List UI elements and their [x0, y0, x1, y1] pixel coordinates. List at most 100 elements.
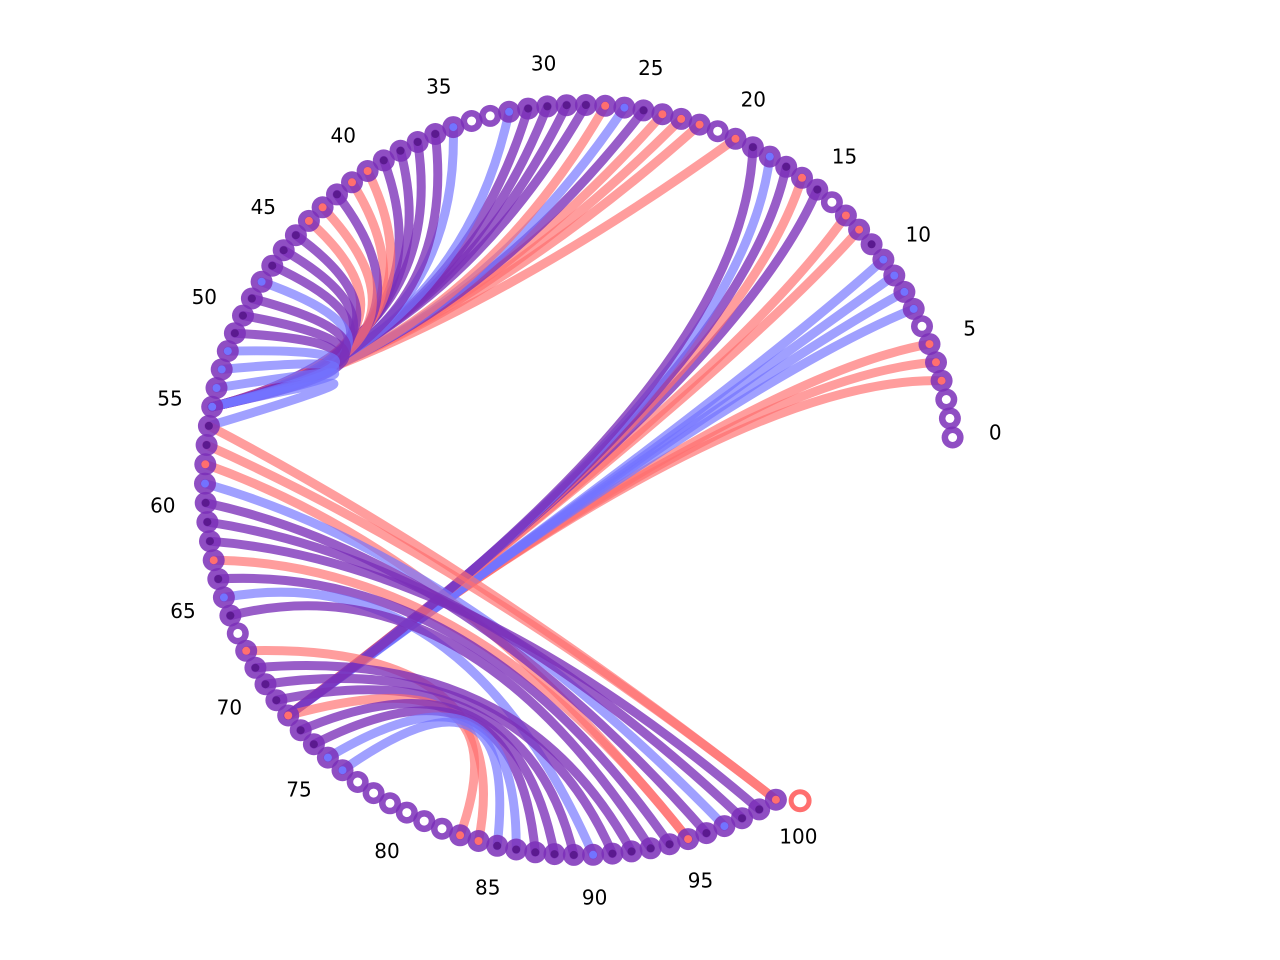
- tick-label-100: 100: [779, 824, 817, 848]
- node-40: [356, 160, 379, 182]
- node-82: [431, 817, 453, 840]
- node-67: [226, 622, 249, 645]
- node-44: [297, 209, 320, 232]
- node-9: [883, 264, 906, 287]
- node-35: [442, 116, 465, 139]
- node-48: [250, 270, 273, 293]
- node-99: [748, 798, 771, 821]
- node-60: [194, 491, 217, 514]
- node-47: [261, 254, 284, 277]
- node-17: [775, 155, 798, 178]
- tick-label-60: 60: [150, 494, 175, 518]
- node-78: [362, 782, 385, 805]
- node-2: [935, 388, 958, 411]
- node-56: [197, 414, 220, 437]
- node-7: [902, 297, 925, 320]
- tick-label-25: 25: [638, 56, 663, 80]
- node-86: [505, 838, 528, 861]
- tick-label-95: 95: [688, 868, 713, 892]
- node-29: [555, 94, 578, 117]
- node-70: [254, 673, 277, 696]
- node-27: [594, 94, 617, 117]
- tick-label-0: 0: [989, 421, 1002, 445]
- node-79: [379, 792, 401, 815]
- node-75: [316, 746, 339, 769]
- edge-66-93: [225, 601, 656, 853]
- node-83: [449, 824, 472, 847]
- tick-label-50: 50: [192, 285, 217, 309]
- node-46: [272, 239, 295, 262]
- node-37: [406, 131, 429, 153]
- edge-55-56: [204, 378, 339, 431]
- node-0: [941, 426, 964, 449]
- node-53: [210, 358, 233, 381]
- node-76: [331, 759, 354, 782]
- node-87: [524, 841, 547, 864]
- node-3: [930, 369, 953, 392]
- node-59: [194, 472, 216, 495]
- node-14: [820, 191, 843, 214]
- node-69: [244, 656, 267, 679]
- edge-63-95: [209, 555, 693, 844]
- edge-76-85: [338, 717, 505, 851]
- tick-label-55: 55: [157, 387, 182, 411]
- tick-label-35: 35: [426, 75, 451, 99]
- node-93: [639, 837, 662, 860]
- node-73: [289, 719, 312, 742]
- node-22: [688, 113, 711, 136]
- node-21: [706, 120, 729, 143]
- edge-57-100: [202, 440, 781, 805]
- node-57: [195, 434, 218, 456]
- node-12: [848, 218, 871, 241]
- node-4: [925, 351, 947, 374]
- node-90: [582, 843, 605, 866]
- node-39: [372, 149, 395, 172]
- node-24: [651, 103, 674, 126]
- node-100: [764, 788, 787, 811]
- node-61: [196, 511, 219, 534]
- node-20: [724, 127, 747, 150]
- node-51: [223, 322, 246, 345]
- node-95: [677, 828, 700, 851]
- node-28: [574, 94, 597, 116]
- tick-label-85: 85: [475, 876, 500, 900]
- node-18: [758, 145, 781, 168]
- node-45: [284, 224, 307, 247]
- edge-70-91: [261, 673, 617, 859]
- node-68: [235, 639, 258, 662]
- node-88: [543, 843, 566, 866]
- edges-layer: [200, 100, 947, 860]
- tick-label-80: 80: [374, 839, 399, 863]
- node-58: [194, 453, 217, 476]
- node-63: [202, 549, 225, 572]
- node-11: [860, 233, 883, 256]
- node-42: [326, 183, 348, 206]
- tick-label-40: 40: [330, 124, 355, 148]
- tick-label-5: 5: [963, 317, 976, 341]
- tick-label-30: 30: [531, 52, 556, 76]
- node-97: [713, 815, 736, 838]
- node-77: [346, 771, 369, 793]
- node-33: [479, 104, 502, 127]
- tick-label-65: 65: [170, 599, 195, 623]
- node-81: [413, 810, 436, 833]
- node-26: [613, 96, 636, 119]
- node-54: [205, 377, 228, 399]
- node-64: [207, 568, 230, 590]
- node-52: [216, 340, 239, 363]
- node-66: [219, 604, 242, 627]
- tick-label-20: 20: [741, 88, 766, 112]
- tick-label-75: 75: [286, 777, 311, 801]
- edge-64-94: [213, 573, 674, 849]
- node-19: [741, 136, 764, 159]
- node-1: [938, 407, 961, 430]
- node-98: [731, 807, 753, 830]
- node-101: [788, 789, 812, 813]
- edge-69-92: [250, 661, 636, 856]
- node-8: [893, 280, 916, 303]
- tick-label-10: 10: [905, 222, 930, 246]
- node-25: [632, 99, 655, 122]
- node-34: [460, 110, 483, 132]
- node-92: [620, 840, 643, 863]
